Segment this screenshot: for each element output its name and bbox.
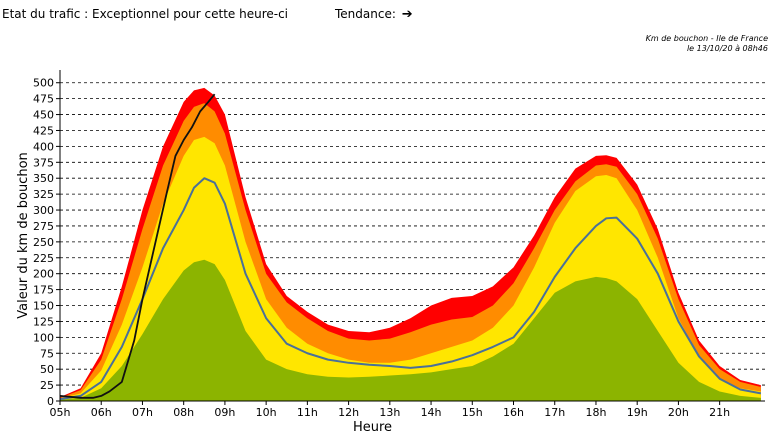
y-tick-label: 200 [33,268,54,281]
y-axis-title: Valeur du km de bouchon [16,152,31,319]
chart-series [59,93,762,401]
x-tick-label: 10h [256,406,277,419]
y-tick-label: 50 [40,363,54,376]
trend-arrow-icon: ➔ [401,7,413,22]
y-tick-label: 275 [33,220,54,233]
series-line-1 [59,93,216,399]
x-tick-label: 21h [709,406,730,419]
x-tick-label: 20h [668,406,689,419]
trend-label: Tendance: ➔ [335,7,413,22]
x-axis-ticks: 05h 06h 07h 08h 09h 10h 11h 12h 13h 14h 15h 16h 17h 1… [50,401,730,419]
x-tick-label: 16h [503,406,524,419]
y-tick-label: 225 [33,252,54,265]
x-tick-label: 12h [338,406,359,419]
y-tick-label: 325 [33,188,54,201]
band-3 [60,259,761,401]
chart-caption: Km de bouchon - Ile de France le 13/10/2… [646,34,768,54]
y-tick-label: 475 [33,93,54,106]
y-tick-label: 100 [33,331,54,344]
y-tick-label: 75 [40,347,54,360]
y-tick-label: 375 [33,156,54,169]
y-tick-label: 400 [33,140,54,153]
chart-caption-date: le 13/10/20 à 08h46 [686,44,768,53]
x-tick-label: 14h [421,406,442,419]
x-tick-label: 15h [462,406,483,419]
chart-bands [60,87,761,402]
x-tick-label: 11h [297,406,318,419]
y-axis-ticks: 0 25 50 75 100 125 150 175 200 225 250 275 300 325 350… [33,77,60,408]
x-tick-label: 09h [214,406,235,419]
series-line-0 [59,177,762,401]
y-tick-label: 250 [33,236,54,249]
x-tick-label: 13h [379,406,400,419]
y-tick-label: 125 [33,315,54,328]
x-tick-label: 17h [544,406,565,419]
y-tick-label: 0 [47,395,54,408]
chart-caption-title: Km de bouchon - Ile de France [645,34,768,43]
y-tick-label: 300 [33,204,54,217]
y-tick-label: 175 [33,284,54,297]
x-tick-label: 19h [627,406,648,419]
y-tick-label: 25 [40,379,54,392]
y-tick-label: 450 [33,109,54,122]
trend-text: Tendance: [335,7,396,21]
x-tick-label: 06h [91,406,112,419]
y-tick-label: 350 [33,172,54,185]
x-tick-label: 18h [585,406,606,419]
x-axis-title: Heure [353,420,392,435]
y-tick-label: 425 [33,124,54,137]
chart-axes [59,70,765,402]
x-tick-label: 05h [50,406,71,419]
y-tick-label: 150 [33,300,54,313]
x-tick-label: 07h [132,406,153,419]
y-tick-label: 500 [33,77,54,90]
traffic-status-label: Etat du trafic : Exceptionnel pour cette… [2,7,289,21]
x-tick-label: 08h [173,406,194,419]
